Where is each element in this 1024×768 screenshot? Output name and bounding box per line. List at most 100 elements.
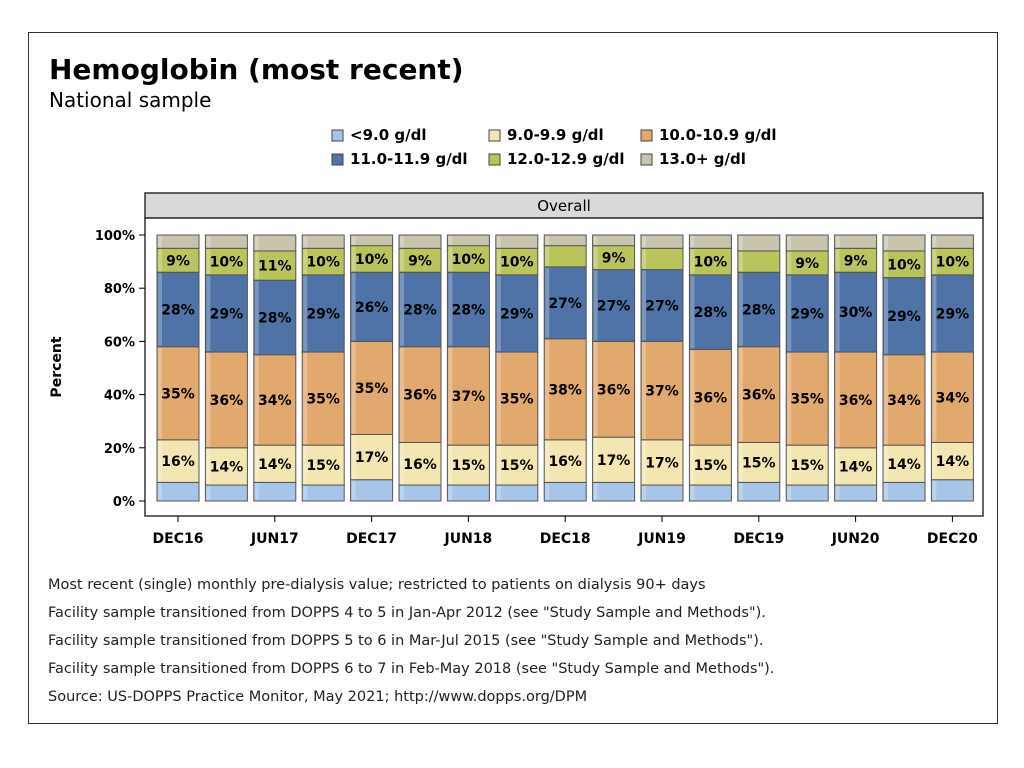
chart-title: Hemoglobin (most recent)	[49, 53, 464, 86]
x-tick-label: DEC17	[346, 531, 397, 547]
bar-segment	[785, 274, 829, 353]
x-tick-label: JUN18	[444, 531, 493, 547]
bar-segment	[301, 234, 345, 249]
bar-segment-highlight	[787, 486, 792, 500]
data-label: 36%	[694, 390, 728, 406]
bar-segment-highlight	[787, 236, 792, 250]
bar-segment-highlight	[642, 270, 646, 341]
bar-stack: 16% 36% 28% 9%	[398, 234, 442, 502]
data-label: 9%	[844, 253, 868, 269]
data-label: 34%	[887, 393, 921, 409]
bar-segment-highlight	[932, 443, 937, 479]
legend-label: 12.0-12.9 g/dl	[507, 150, 625, 168]
bar-segment-highlight	[835, 273, 840, 352]
bar-segment	[882, 481, 926, 502]
y-axis-label: Percent	[49, 336, 65, 397]
bar-segment	[446, 484, 490, 502]
bar-segment-highlight	[787, 353, 792, 445]
bar-stack: 15% 36% 28%	[737, 234, 781, 502]
data-label: 38%	[548, 382, 582, 398]
bar-stack: 14% 36% 30% 9%	[834, 234, 878, 502]
bar-segment-highlight	[400, 443, 404, 485]
data-label: 16%	[403, 457, 437, 473]
bar-segment-highlight	[351, 480, 356, 500]
bar-segment-highlight	[884, 236, 888, 250]
bar-segment	[785, 234, 829, 252]
bar-segment-highlight	[206, 275, 211, 352]
footnote-line: Facility sample transitioned from DOPPS …	[48, 605, 766, 621]
bar-segment	[350, 245, 394, 273]
bar-segment-highlight	[690, 275, 695, 349]
data-label: 10%	[887, 257, 921, 273]
bar-segment	[301, 484, 345, 502]
bar-segment-highlight	[254, 483, 259, 500]
legend-swatch	[331, 153, 344, 166]
bar-segment	[253, 234, 297, 252]
bar-stack: 15% 35% 29% 10%	[301, 234, 345, 502]
data-label: 15%	[694, 458, 728, 474]
bar-segment-highlight	[158, 347, 162, 439]
bar-segment	[592, 269, 636, 342]
data-label: 14%	[839, 459, 873, 475]
bar-segment-highlight	[835, 249, 840, 272]
bar-segment-highlight	[496, 236, 501, 248]
bar-segment-highlight	[835, 353, 840, 447]
footnote-line: Source: US-DOPPS Practice Monitor, May 2…	[48, 689, 587, 705]
bar-segment-highlight	[206, 353, 211, 447]
bar-segment	[543, 245, 587, 268]
data-label: 36%	[839, 393, 873, 409]
bar-segment	[398, 234, 442, 249]
data-label: 35%	[500, 392, 534, 408]
bar-segment	[253, 481, 297, 502]
bar-segment	[156, 234, 200, 249]
bar-segment-highlight	[932, 353, 937, 442]
bar-segment-highlight	[738, 273, 743, 346]
bar-segment	[495, 484, 539, 502]
data-label: 36%	[210, 393, 244, 409]
bar-segment-highlight	[545, 483, 550, 500]
bar-segment-highlight	[738, 483, 743, 500]
data-label: 15%	[452, 458, 486, 474]
bar-segment-highlight	[690, 350, 695, 445]
data-label: 10%	[936, 255, 970, 271]
x-tick-label: DEC20	[927, 531, 978, 547]
panel-label: Overall	[537, 197, 591, 215]
bar-segment	[592, 234, 636, 247]
legend-swatch	[488, 129, 501, 142]
bar-segment-highlight	[738, 236, 743, 250]
bar-segment	[398, 484, 442, 502]
data-label: 29%	[887, 309, 921, 325]
bar-segment	[882, 250, 926, 279]
bar-segment-highlight	[351, 435, 356, 479]
data-label: 30%	[839, 305, 873, 321]
bar-segment-highlight	[496, 249, 501, 274]
data-label: 10%	[210, 255, 244, 271]
bar-segment-highlight	[545, 267, 550, 338]
bar-segment-highlight	[496, 353, 501, 445]
data-label: 35%	[306, 392, 340, 408]
bar-segment-highlight	[303, 446, 308, 485]
data-label: 28%	[694, 305, 728, 321]
bar-segment	[930, 441, 974, 481]
data-label: 28%	[403, 302, 437, 318]
bar-segment	[785, 484, 829, 502]
bar-segment-highlight	[400, 236, 404, 248]
bar-segment-highlight	[932, 275, 937, 352]
bar-segment-highlight	[932, 249, 937, 274]
bar-segment-highlight	[642, 249, 646, 269]
bar-segment-highlight	[351, 236, 356, 245]
bar-segment-highlight	[158, 273, 162, 346]
bar-segment-highlight	[835, 236, 840, 248]
bar-segment	[688, 444, 732, 486]
bar-segment-highlight	[593, 438, 598, 482]
bar-segment-highlight	[642, 342, 646, 439]
bar-segment-highlight	[303, 249, 308, 274]
bar-segment-highlight	[158, 249, 162, 272]
bar-segment	[495, 444, 539, 486]
x-tick-label: DEC19	[733, 531, 784, 547]
bar-segment-highlight	[448, 273, 453, 346]
bar-segment	[350, 479, 394, 502]
bar-segment-highlight	[158, 483, 162, 500]
bar-segment-highlight	[593, 270, 598, 341]
bar-segment-highlight	[593, 236, 598, 245]
